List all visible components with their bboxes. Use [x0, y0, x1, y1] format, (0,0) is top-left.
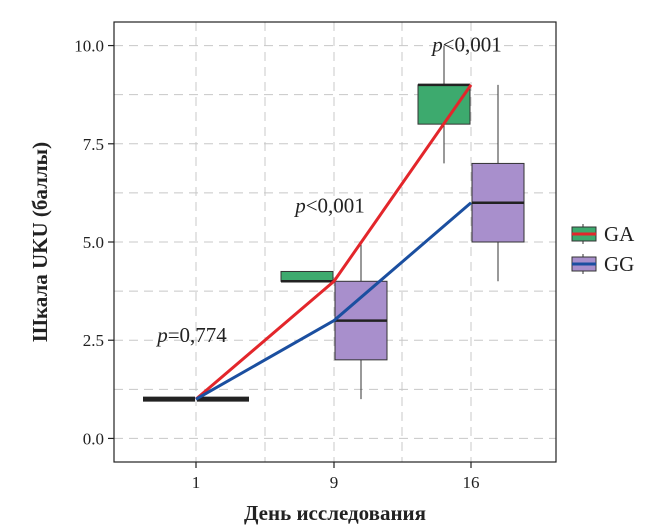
y-tick-label: 0.0 — [83, 429, 104, 448]
box-GG-9 — [334, 242, 388, 400]
legend-item-GG: GG — [571, 252, 634, 276]
x-tick-label: 1 — [192, 473, 201, 492]
x-tick-label: 16 — [463, 473, 480, 492]
boxes — [143, 45, 525, 402]
mean-line-GA — [195, 83, 473, 401]
y-axis-title: Шкала UKU (баллы) — [28, 142, 52, 342]
y-tick-label: 2.5 — [83, 331, 104, 350]
box-GA-16 — [417, 45, 471, 164]
p-value-label: p=0,774 — [155, 323, 227, 347]
axes: 0.0 2.5 5.0 7.5 10.0 1 9 16 — [74, 37, 479, 492]
legend-label: GG — [604, 252, 634, 276]
y-tick-label: 5.0 — [83, 233, 104, 252]
mean-line-GG — [195, 201, 472, 401]
box-rect — [417, 84, 471, 125]
legend: GA GG — [571, 222, 635, 276]
legend-item-GA: GA — [571, 222, 635, 246]
p-value-label: p<0,001 — [293, 194, 365, 218]
y-tick-label: 7.5 — [83, 135, 104, 154]
legend-label: GA — [604, 222, 635, 246]
p-value-label: p<0,001 — [430, 32, 502, 56]
box-rect — [280, 270, 334, 282]
mean-lines — [195, 83, 473, 401]
box-GA-9 — [280, 270, 334, 283]
x-axis-title: День исследования — [244, 501, 426, 525]
y-tick-label: 10.0 — [74, 37, 104, 56]
x-tick-label: 9 — [330, 473, 339, 492]
annotations: p=0,774 p<0,001 p<0,001 — [155, 32, 502, 347]
box-GG-16 — [471, 84, 525, 282]
